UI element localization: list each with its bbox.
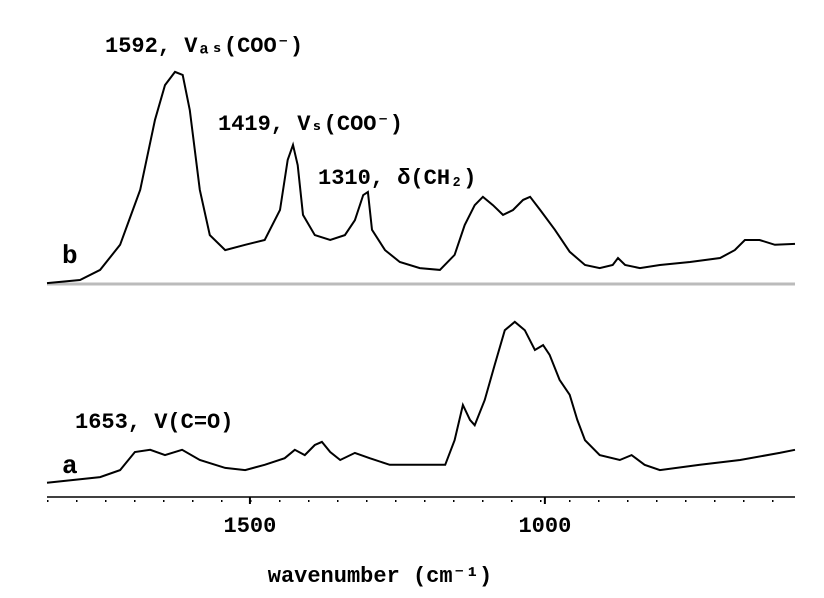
peak-annotation: 1419, Vₛ(COO⁻) <box>218 112 403 137</box>
peak-annotation: 1310, δ(CH₂) <box>318 166 476 191</box>
peak-annotation: 1592, Vₐₛ(COO⁻) <box>105 34 303 59</box>
series-label: a <box>62 451 78 481</box>
series-label: b <box>62 241 78 271</box>
peak-annotation: 1653, V(C=O) <box>75 410 233 435</box>
spectrum-line <box>46 320 796 484</box>
x-tick-label: 1000 <box>518 514 571 539</box>
x-tick-label: 1500 <box>224 514 277 539</box>
spectrum-line <box>46 70 796 285</box>
x-axis-label: wavenumber (cm⁻¹) <box>268 564 492 589</box>
